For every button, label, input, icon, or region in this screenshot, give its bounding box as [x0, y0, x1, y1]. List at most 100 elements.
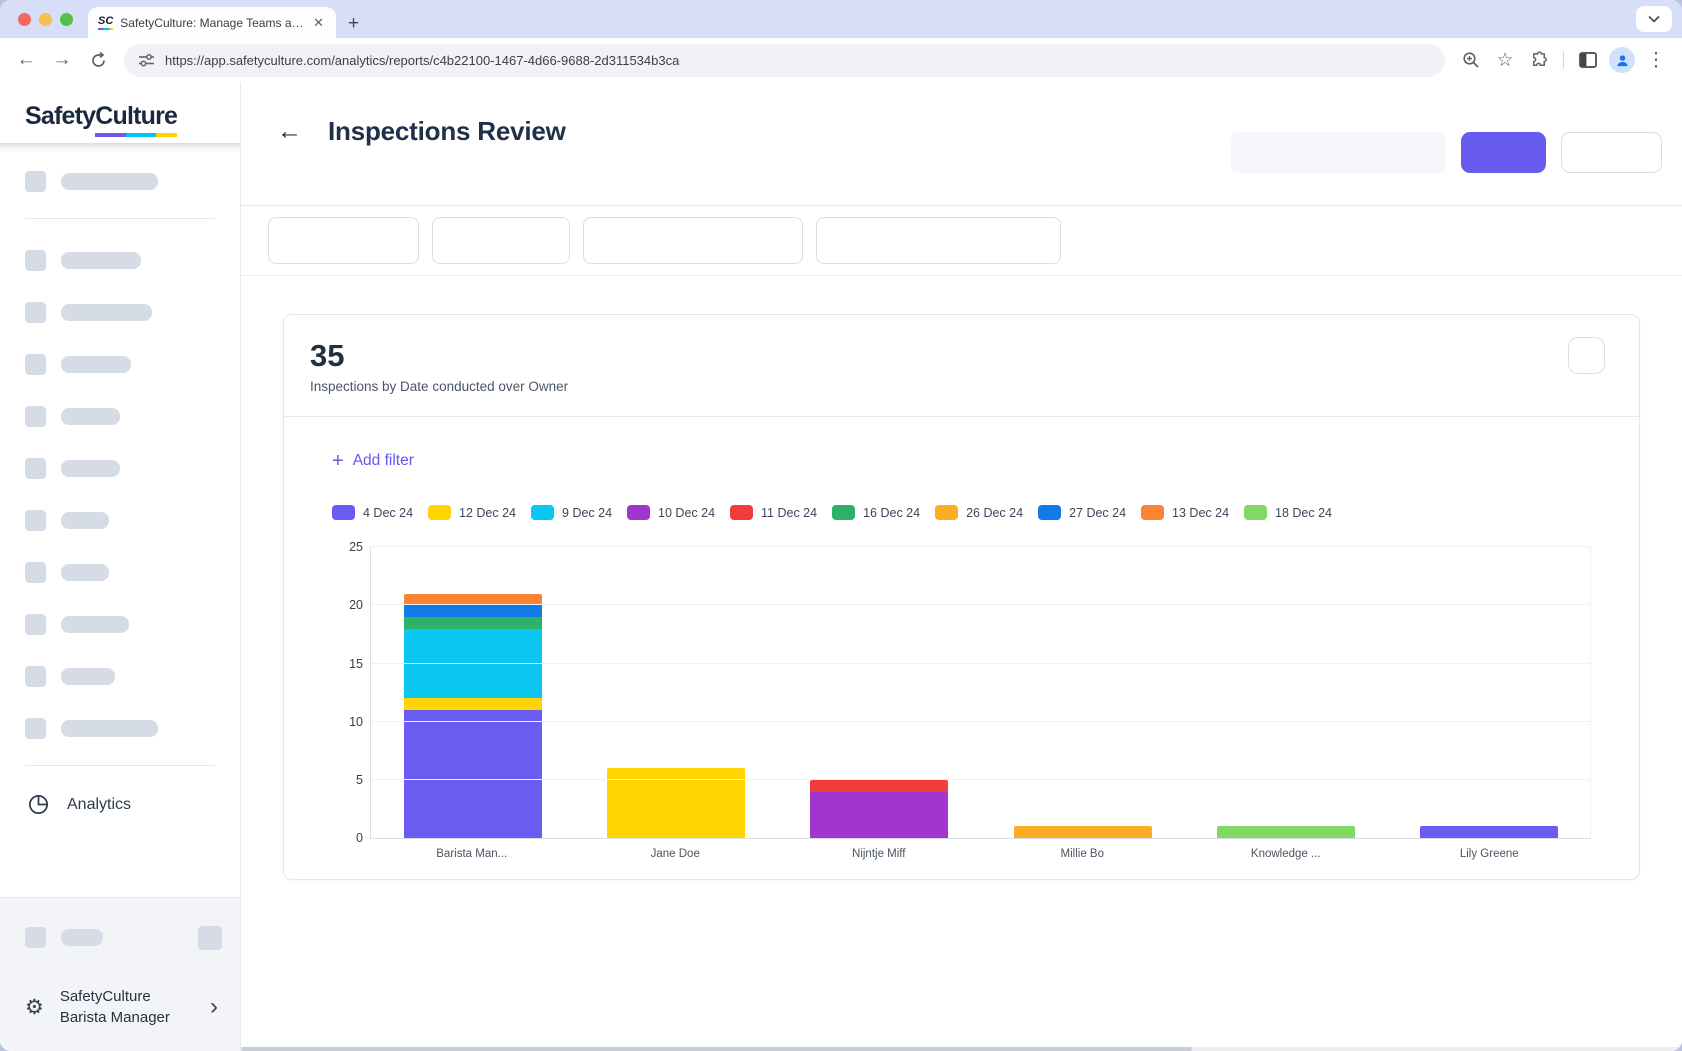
chart-card: 35 Inspections by Date conducted over Ow… [283, 314, 1640, 880]
report-filter-bar [241, 206, 1682, 276]
x-axis-category-label: Knowledge ... [1250, 848, 1321, 861]
tab-close-icon[interactable]: ✕ [313, 14, 324, 30]
safetyculture-favicon: SC [98, 15, 114, 30]
footer-skeleton [25, 925, 222, 950]
site-settings-icon[interactable] [138, 53, 155, 68]
bar-segment[interactable] [403, 593, 542, 606]
sidebar-skeleton-item [0, 562, 240, 583]
x-axis-category-label: Millie Bo [1060, 848, 1104, 861]
tab-search-button[interactable] [1636, 6, 1672, 32]
sidebar-item-label: Analytics [67, 795, 132, 813]
bar-stack [403, 547, 542, 839]
legend-swatch [832, 505, 856, 521]
bookmark-star-icon[interactable]: ☆ [1496, 49, 1514, 71]
sidebar-skeleton-item [0, 250, 240, 271]
x-axis-category-label: Lily Greene [1459, 848, 1519, 861]
filter-placeholder[interactable] [268, 217, 419, 264]
bar-segment[interactable] [403, 698, 542, 711]
gridline [371, 720, 1591, 722]
legend-label: 4 Dec 24 [363, 505, 414, 520]
legend-item[interactable]: 16 Dec 24 [832, 505, 920, 521]
bar-segment[interactable] [1420, 826, 1559, 839]
extensions-icon[interactable] [1523, 44, 1555, 76]
url-text: https://app.safetyculture.com/analytics/… [165, 52, 680, 68]
browser-menu-icon[interactable]: ⋮ [1646, 49, 1666, 71]
y-axis-tick-label: 0 [356, 831, 363, 846]
bar-column [574, 547, 777, 839]
sidebar-skeleton-item [0, 510, 240, 531]
main-content: ← Inspections Review 35 Inspections by D… [241, 82, 1682, 1051]
chevron-right-icon: › [210, 993, 218, 1021]
minimize-window-button[interactable] [39, 13, 52, 26]
page-back-button[interactable]: ← [277, 117, 302, 145]
legend-label: 13 Dec 24 [1172, 505, 1230, 520]
org-switcher[interactable]: ⚙ SafetyCulture Barista Manager › [25, 986, 222, 1030]
legend-item[interactable]: 27 Dec 24 [1038, 505, 1126, 521]
legend-item[interactable]: 13 Dec 24 [1141, 505, 1230, 521]
org-name-line1: SafetyCulture [59, 987, 151, 1005]
horizontal-scrollbar[interactable] [241, 1047, 1682, 1051]
add-filter-label: Add filter [352, 452, 414, 470]
bar-segment[interactable] [403, 605, 542, 617]
bar-stack [1216, 547, 1356, 839]
legend-item[interactable]: 11 Dec 24 [730, 505, 818, 521]
scrollbar-thumb[interactable] [241, 1047, 1193, 1051]
side-panel-icon[interactable] [1572, 44, 1604, 76]
legend-item[interactable]: 12 Dec 24 [428, 505, 516, 521]
bar-stack [606, 547, 746, 839]
secondary-action-button[interactable] [1561, 132, 1662, 173]
primary-action-button[interactable] [1461, 132, 1546, 173]
forward-icon[interactable]: → [52, 49, 72, 70]
zoom-icon[interactable] [1455, 44, 1487, 76]
filter-placeholder[interactable] [583, 217, 803, 264]
chart-section: + Add filter 4 Dec 24 12 Dec 24 9 Dec 24 10… [284, 417, 1639, 860]
chart-plot-area: 0 5 10 15 20 25 Barista Man... Jane Doe Nijntje… [332, 540, 1591, 861]
bar-segment[interactable] [1216, 826, 1356, 839]
reload-icon[interactable] [82, 44, 114, 76]
legend-item[interactable]: 18 Dec 24 [1244, 505, 1333, 521]
legend-item[interactable]: 26 Dec 24 [935, 505, 1023, 521]
maximize-window-button[interactable] [60, 13, 73, 26]
new-tab-button[interactable]: + [348, 13, 360, 34]
bar-segment[interactable] [1013, 826, 1152, 839]
y-axis-tick-label: 20 [349, 598, 363, 613]
legend-label: 11 Dec 24 [761, 505, 818, 520]
x-axis-category-label: Jane Doe [650, 848, 700, 861]
browser-tab[interactable]: SC SafetyCulture: Manage Teams and... ✕ [88, 7, 336, 38]
legend-label: 18 Dec 24 [1275, 505, 1333, 520]
legend-item[interactable]: 9 Dec 24 [531, 505, 612, 521]
add-filter-button[interactable]: + Add filter [332, 451, 414, 471]
legend-swatch [332, 505, 355, 521]
chevron-down-icon [1648, 15, 1660, 23]
legend-item[interactable]: 4 Dec 24 [332, 505, 414, 521]
sidebar-skeleton-item [0, 718, 240, 739]
bar-segment[interactable] [403, 710, 542, 839]
logo-safety: Safety [25, 102, 96, 130]
filter-placeholder[interactable] [432, 217, 570, 264]
back-icon[interactable]: ← [16, 49, 36, 70]
gridline [371, 604, 1591, 606]
close-window-button[interactable] [18, 13, 31, 26]
org-name-line2: Barista Manager [59, 1009, 170, 1027]
y-axis-tick-label: 10 [349, 714, 363, 729]
sidebar-item-analytics[interactable]: Analytics [0, 793, 240, 816]
bar-segment[interactable] [810, 791, 949, 839]
legend-item[interactable]: 10 Dec 24 [627, 505, 715, 521]
inspection-count: 35 [310, 338, 345, 373]
profile-avatar[interactable] [1606, 44, 1638, 76]
bar-stack [1420, 547, 1559, 839]
legend-swatch [428, 505, 452, 521]
filter-placeholder[interactable] [816, 217, 1061, 264]
bar-segment[interactable] [403, 628, 542, 699]
address-bar[interactable]: https://app.safetyculture.com/analytics/… [124, 43, 1445, 77]
legend-swatch [531, 505, 555, 521]
sidebar: SafetyCulture Analytics [0, 82, 241, 1051]
card-menu-button[interactable] [1568, 337, 1605, 374]
card-divider [284, 416, 1639, 418]
bar-segment[interactable] [403, 616, 542, 629]
sidebar-divider [25, 218, 215, 219]
y-axis-tick-label: 15 [349, 656, 363, 671]
bar-segment[interactable] [810, 779, 949, 792]
sidebar-skeleton-item [0, 354, 240, 375]
